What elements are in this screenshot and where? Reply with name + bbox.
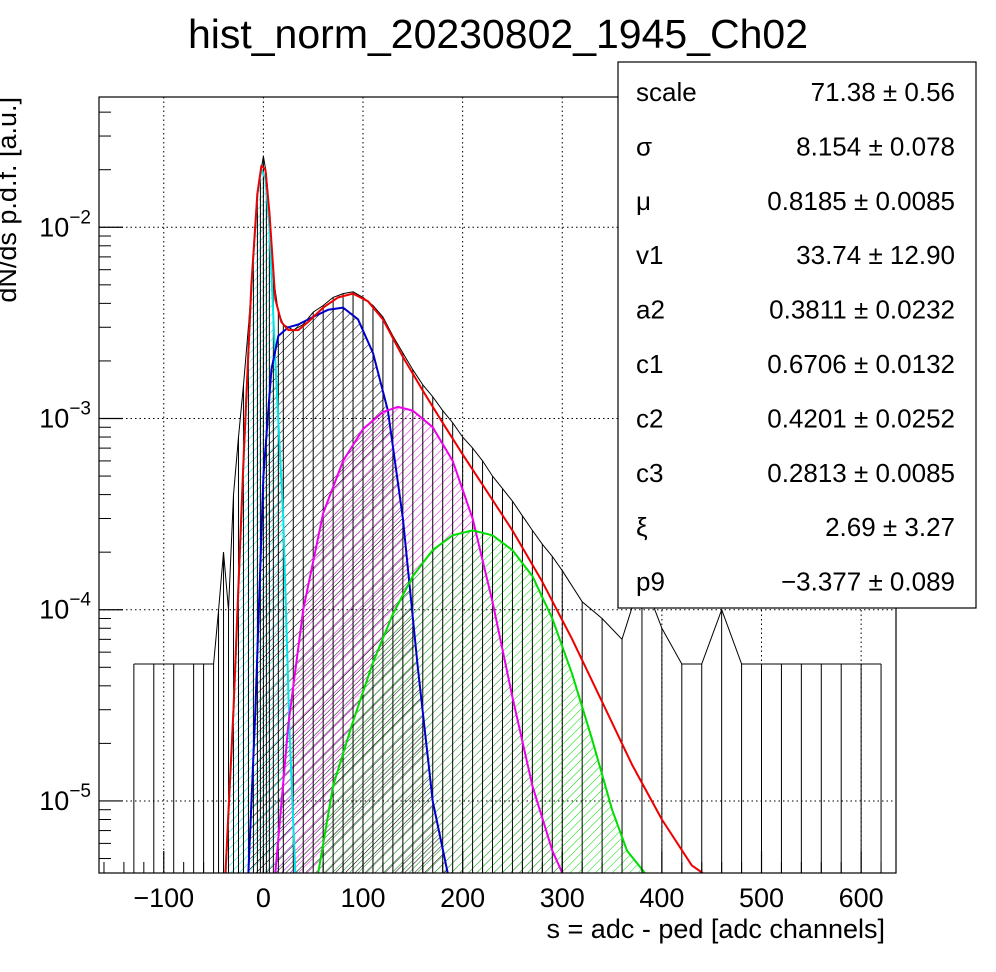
stat-name: c1 [636,349,663,379]
x-tick-label: 0 [256,883,271,913]
x-tick-label: 200 [440,883,485,913]
stat-name: σ [636,131,652,161]
stat-name: v1 [636,240,663,270]
y-axis: 10−5 10−4 10−3 10−2 [39,111,123,860]
histogram-outline [133,156,882,665]
x-axis: −100 0 100 200 300 400 500 600 [103,851,884,913]
stats-box-frame [617,61,977,609]
stat-value: 0.2813 ± 0.0085 [767,458,955,488]
y-axis-title: dN/ds p.d.f. [a.u.] [0,97,22,303]
photoelectron-2-curve [274,405,564,873]
fit-curves [224,164,704,873]
x-tick-label: 100 [340,883,385,913]
x-tick-label: −100 [133,883,194,913]
stat-name: ξ [636,512,648,542]
stat-value: 8.154 ± 0.078 [796,131,955,161]
stat-name: p9 [636,567,665,597]
data-histogram [133,156,882,873]
stat-name: scale [636,77,697,107]
y-tick-label: 10−2 [39,207,91,242]
stat-value: −3.377 ± 0.089 [781,567,955,597]
x-tick-label: 300 [540,883,585,913]
photoelectron-3-curve [317,529,646,873]
y-tick-label: 10−5 [39,781,91,816]
stat-name: c2 [636,403,663,433]
stat-value: 0.3811 ± 0.0232 [769,295,955,325]
stat-value: 33.74 ± 12.90 [796,240,955,270]
component-fills [225,169,645,873]
photoelectron-1-curve [247,306,449,873]
stat-value: 0.6706 ± 0.0132 [767,349,955,379]
photoelectron-3-fill [318,530,645,873]
stat-name: a2 [636,295,665,325]
x-tick-label: 400 [639,883,684,913]
stat-value: 71.38 ± 0.56 [811,77,955,107]
y-tick-label: 10−3 [39,398,91,433]
x-tick-label: 600 [839,883,884,913]
chart-title: hist_norm_20230802_1945_Ch02 [188,11,808,57]
stat-value: 2.69 ± 3.27 [825,512,955,542]
fit-stats-box: scale 71.38 ± 0.56 σ 8.154 ± 0.078 μ 0.8185 ±… [617,61,977,609]
stat-value: 0.4201 ± 0.0252 [767,403,955,433]
x-tick-label: 500 [739,883,784,913]
stat-name: c3 [636,458,663,488]
x-axis-title: s = adc - ped [adc channels] [547,914,885,944]
stat-name: μ [636,186,651,216]
stat-value: 0.8185 ± 0.0085 [767,186,955,216]
total-fit-curve [224,164,704,873]
y-tick-label: 10−4 [39,590,91,625]
